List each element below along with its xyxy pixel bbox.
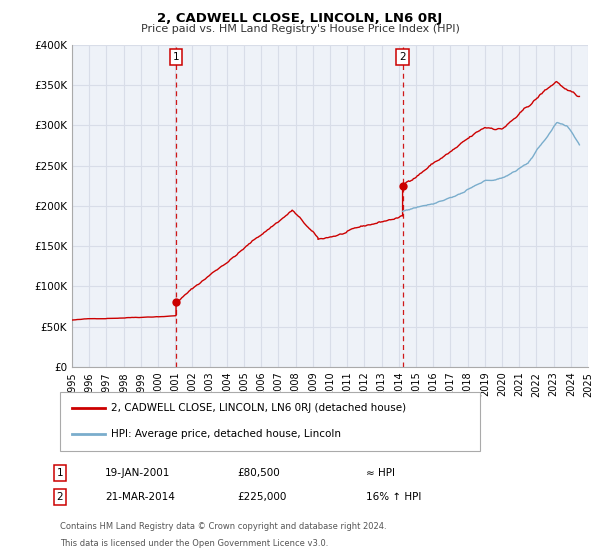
Text: 19-JAN-2001: 19-JAN-2001	[105, 468, 170, 478]
Text: This data is licensed under the Open Government Licence v3.0.: This data is licensed under the Open Gov…	[60, 539, 328, 548]
Text: Price paid vs. HM Land Registry's House Price Index (HPI): Price paid vs. HM Land Registry's House …	[140, 24, 460, 34]
Text: 21-MAR-2014: 21-MAR-2014	[105, 492, 175, 502]
Text: 2, CADWELL CLOSE, LINCOLN, LN6 0RJ: 2, CADWELL CLOSE, LINCOLN, LN6 0RJ	[157, 12, 443, 25]
Text: HPI: Average price, detached house, Lincoln: HPI: Average price, detached house, Linc…	[111, 430, 341, 440]
Text: ≈ HPI: ≈ HPI	[366, 468, 395, 478]
Text: 2, CADWELL CLOSE, LINCOLN, LN6 0RJ (detached house): 2, CADWELL CLOSE, LINCOLN, LN6 0RJ (deta…	[111, 403, 406, 413]
Text: 2: 2	[399, 52, 406, 62]
Text: 2: 2	[56, 492, 64, 502]
Text: £80,500: £80,500	[237, 468, 280, 478]
Text: 1: 1	[173, 52, 179, 62]
Text: Contains HM Land Registry data © Crown copyright and database right 2024.: Contains HM Land Registry data © Crown c…	[60, 522, 386, 531]
Text: 1: 1	[56, 468, 64, 478]
Text: £225,000: £225,000	[237, 492, 286, 502]
Text: 16% ↑ HPI: 16% ↑ HPI	[366, 492, 421, 502]
